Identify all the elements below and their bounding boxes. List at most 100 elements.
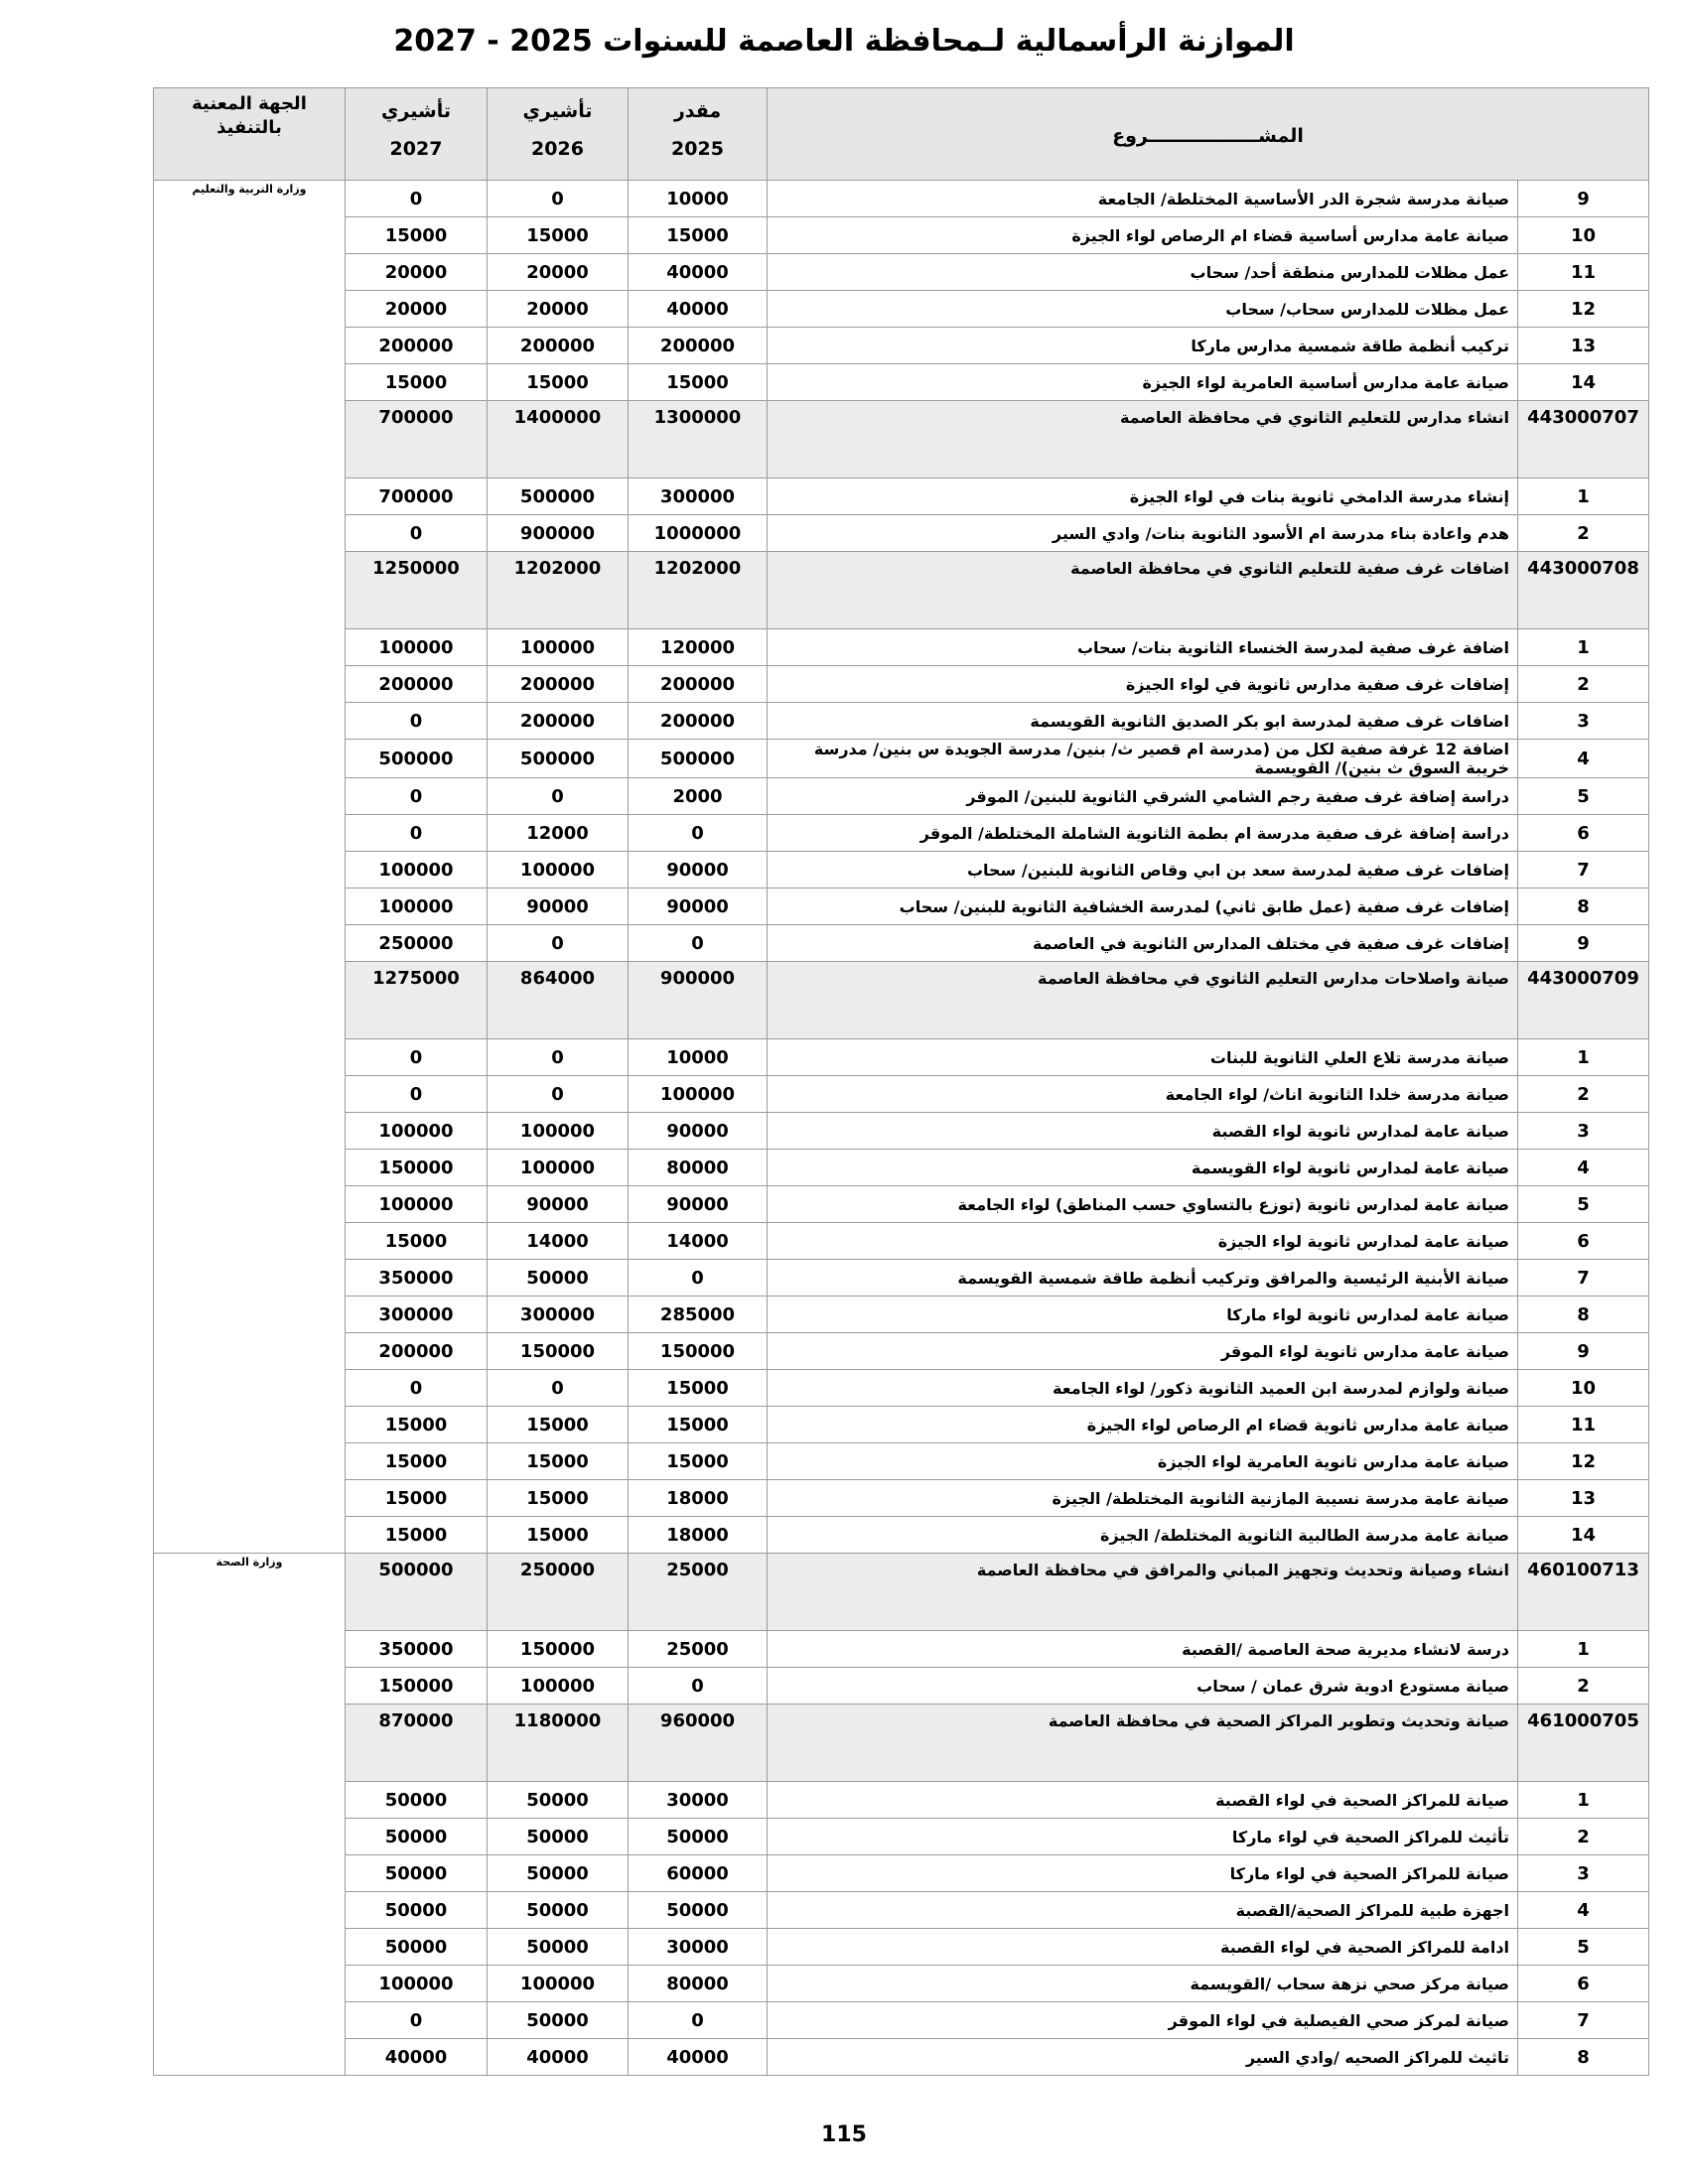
table-row: 10 صيانة عامة مدارس أساسية قضاء ام الرصاص… bbox=[154, 216, 1650, 254]
amount-2027: 15000 bbox=[345, 1222, 488, 1260]
table-row: 2 هدم واعادة بناء مدرسة ام الأسود الثانوي… bbox=[154, 514, 1650, 552]
project-name: عمل مظلات للمدارس سحاب/ سحاب bbox=[766, 290, 1519, 328]
item-number: 11 bbox=[1517, 253, 1650, 291]
amount-2026: 15000 bbox=[487, 1516, 629, 1554]
amount-2025: 1000000 bbox=[628, 514, 768, 552]
table-row: 4 اجهزة طبية للمراكز الصحية/القصبة 50000 50… bbox=[154, 1891, 1650, 1929]
amount-2026: 900000 bbox=[487, 514, 629, 552]
item-number: 2 bbox=[1517, 1818, 1650, 1855]
project-name: صيانة عامة مدارس أساسية العامرية لواء ال… bbox=[766, 363, 1519, 401]
item-number: 7 bbox=[1517, 851, 1650, 888]
amount-2025: 120000 bbox=[628, 628, 768, 666]
amount-2027: 15000 bbox=[345, 363, 488, 401]
amount-2027: 150000 bbox=[345, 1667, 488, 1705]
amount-2025: 300000 bbox=[628, 478, 768, 515]
amount-2025: 15000 bbox=[628, 1442, 768, 1480]
table-row: 1 درسة لانشاء مديرية صحة العاصمة /القصبة 2… bbox=[154, 1630, 1650, 1668]
amount-2027: 15000 bbox=[345, 216, 488, 254]
item-number: 1 bbox=[1517, 1038, 1650, 1076]
project-name: عمل مظلات للمدارس منطقة أحد/ سحاب bbox=[766, 253, 1519, 291]
amount-2025: 0 bbox=[628, 1667, 768, 1705]
item-number: 443000707 bbox=[1517, 400, 1650, 478]
amount-2025: 10000 bbox=[628, 180, 768, 217]
table-row: 9 صيانة عامة مدارس ثانوية لواء الموقر 1500… bbox=[154, 1332, 1650, 1370]
amount-2027: 0 bbox=[345, 1038, 488, 1076]
amount-2026: 20000 bbox=[487, 253, 629, 291]
header-cell: تأشيري 2026 bbox=[487, 87, 629, 181]
amount-2026: 15000 bbox=[487, 216, 629, 254]
header-label: مقدر bbox=[673, 100, 722, 122]
amount-2025: 25000 bbox=[628, 1553, 768, 1631]
amount-2026: 0 bbox=[487, 180, 629, 217]
table-row: 7 صيانة الأبنية الرئيسية والمرافق وتركيب … bbox=[154, 1259, 1650, 1297]
amount-2026: 100000 bbox=[487, 851, 629, 888]
project-name: صيانة عامة لمدارس ثانوية لواء القصبة bbox=[766, 1112, 1519, 1150]
amount-2026: 0 bbox=[487, 1038, 629, 1076]
project-name: صيانة للمراكز الصحية في لواء ماركا bbox=[766, 1854, 1519, 1892]
project-name: صيانة واصلاحات مدارس التعليم الثانوي في … bbox=[766, 961, 1519, 1039]
item-number: 5 bbox=[1517, 1185, 1650, 1223]
amount-2027: 0 bbox=[345, 702, 488, 740]
amount-2027: 100000 bbox=[345, 1185, 488, 1223]
item-number: 443000709 bbox=[1517, 961, 1650, 1039]
amount-2027: 300000 bbox=[345, 1296, 488, 1333]
amount-2027: 15000 bbox=[345, 1442, 488, 1480]
amount-2026: 50000 bbox=[487, 1928, 629, 1966]
amount-2026: 0 bbox=[487, 1369, 629, 1407]
project-name: صيانة عامة لمدارس ثانوية لواء القويسمة bbox=[766, 1149, 1519, 1186]
item-number: 12 bbox=[1517, 1442, 1650, 1480]
amount-2026: 500000 bbox=[487, 739, 629, 778]
project-name: صيانة ولوازم لمدرسة ابن العميد الثانوية … bbox=[766, 1369, 1519, 1407]
project-name: صيانة مستودع ادوية شرق عمان / سحاب bbox=[766, 1667, 1519, 1705]
table-row: 6 صيانة مركز صحي نزهة سحاب /القويسمة 80000… bbox=[154, 1965, 1650, 2002]
item-number: 1 bbox=[1517, 1630, 1650, 1668]
table-body: 9 صيانة مدرسة شجرة الدر الأساسية المختلطة… bbox=[153, 180, 1650, 2076]
amount-2026: 150000 bbox=[487, 1630, 629, 1668]
amount-2026: 150000 bbox=[487, 1332, 629, 1370]
amount-2027: 200000 bbox=[345, 327, 488, 364]
item-number: 461000705 bbox=[1517, 1704, 1650, 1782]
amount-2026: 15000 bbox=[487, 363, 629, 401]
amount-2026: 12000 bbox=[487, 814, 629, 852]
item-number: 2 bbox=[1517, 665, 1650, 703]
amount-2025: 50000 bbox=[628, 1818, 768, 1855]
amount-2025: 15000 bbox=[628, 1369, 768, 1407]
item-number: 10 bbox=[1517, 1369, 1650, 1407]
project-name: إضافات غرف صفية (عمل طابق ثاني) لمدرسة ا… bbox=[766, 887, 1519, 925]
amount-2026: 90000 bbox=[487, 1185, 629, 1223]
amount-2027: 50000 bbox=[345, 1818, 488, 1855]
project-name: صيانة عامة لمدارس ثانوية لواء ماركا bbox=[766, 1296, 1519, 1333]
amount-2025: 80000 bbox=[628, 1965, 768, 2002]
item-number: 5 bbox=[1517, 777, 1650, 815]
table-row: 1 اضافة غرف صفية لمدرسة الخنساء الثانوية … bbox=[154, 628, 1650, 666]
item-number: 443000708 bbox=[1517, 551, 1650, 629]
project-name: انشاء مدارس للتعليم الثانوي في محافظة ال… bbox=[766, 400, 1519, 478]
item-number: 14 bbox=[1517, 363, 1650, 401]
amount-2026: 15000 bbox=[487, 1442, 629, 1480]
amount-2026: 1400000 bbox=[487, 400, 629, 478]
item-number: 7 bbox=[1517, 2001, 1650, 2039]
amount-2026: 50000 bbox=[487, 2001, 629, 2039]
amount-2025: 15000 bbox=[628, 1406, 768, 1443]
amount-2027: 0 bbox=[345, 2001, 488, 2039]
table-row: 5 دراسة إضافة غرف صفية رجم الشامي الشرقي … bbox=[154, 777, 1650, 815]
table-row: 460100713 انشاء وصيانة وتحديث وتجهيز المب… bbox=[153, 1553, 1650, 2076]
amount-2025: 960000 bbox=[628, 1704, 768, 1782]
item-number: 2 bbox=[1517, 1075, 1650, 1113]
header-cell: الجهة المعنية بالتنفيذ bbox=[153, 87, 346, 181]
item-number: 8 bbox=[1517, 887, 1650, 925]
amount-2026: 100000 bbox=[487, 1112, 629, 1150]
project-name: صيانة عامة لمدارس ثانوية (توزع بالتساوي … bbox=[766, 1185, 1519, 1223]
project-name: تاثيث للمراكز الصحيه /وادي السير bbox=[766, 2038, 1519, 2076]
amount-2025: 18000 bbox=[628, 1516, 768, 1554]
amount-2027: 700000 bbox=[345, 478, 488, 515]
amount-2027: 20000 bbox=[345, 290, 488, 328]
amount-2027: 0 bbox=[345, 814, 488, 852]
project-name: صيانة عامة مدرسة نسيبة المازنية الثانوية… bbox=[766, 1479, 1519, 1517]
table-row: 8 تاثيث للمراكز الصحيه /وادي السير 40000 40… bbox=[154, 2038, 1650, 2076]
project-name: ادامة للمراكز الصحية في لواء القصبة bbox=[766, 1928, 1519, 1966]
amount-2025: 200000 bbox=[628, 665, 768, 703]
amount-2026: 15000 bbox=[487, 1479, 629, 1517]
item-number: 2 bbox=[1517, 514, 1650, 552]
amount-2025: 0 bbox=[628, 924, 768, 962]
